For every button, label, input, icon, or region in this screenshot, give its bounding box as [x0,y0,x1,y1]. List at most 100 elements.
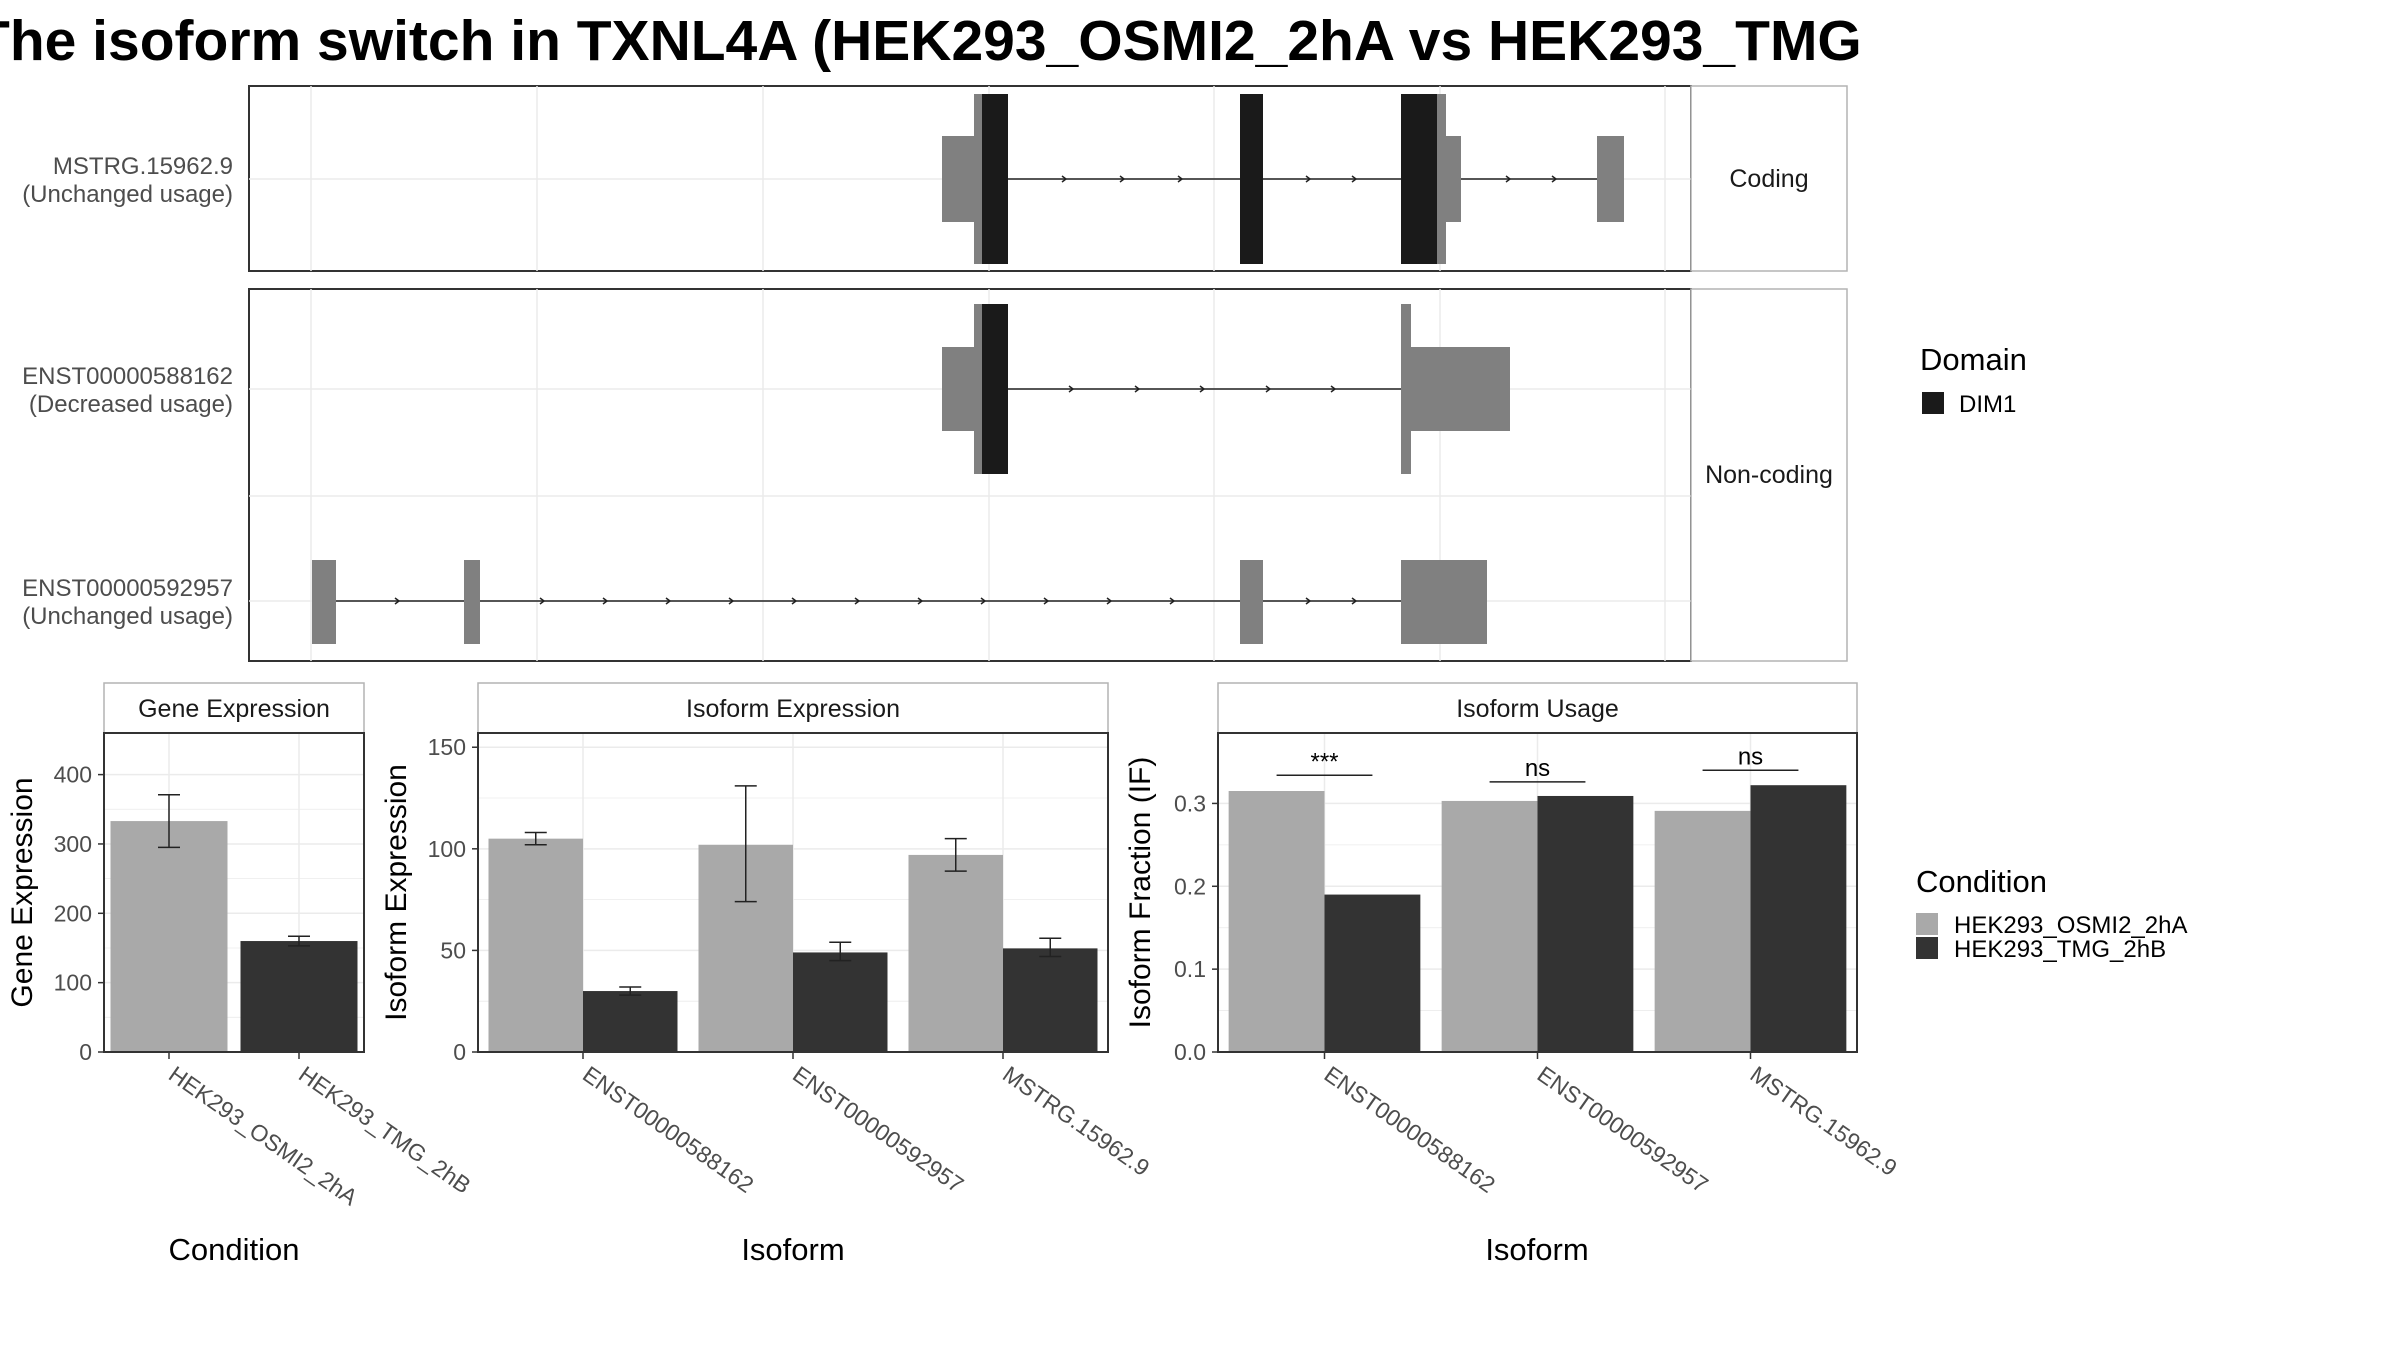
intron-arrows [1068,385,1337,393]
utr-exon [1445,136,1461,222]
coding-strip [1690,85,1848,272]
bar-b [583,991,678,1052]
y-tick-label: 0 [453,1039,466,1065]
y-tick-label: 100 [54,970,92,996]
dim1-domain-exon [982,304,1008,474]
bar-a [488,838,583,1052]
significance-label: ns [1738,743,1763,770]
condition-legend-title: Condition [1916,864,2047,899]
isoform-usage-strip-title: Isoform Usage [1456,695,1619,723]
condition-legend: Condition HEK293_OSMI2_2hA HEK293_TMG_2h… [1916,864,2187,963]
utr-exon [1437,94,1446,264]
y-tick-label: 0.3 [1174,790,1206,816]
isoform-id: MSTRG.15962.9 [53,153,233,180]
x-tick-label: MSTRG.15962.9 [1746,1061,1902,1181]
bar-b [1537,795,1634,1052]
bar-b [240,941,358,1052]
condition-label-a: HEK293_OSMI2_2hA [1954,912,2187,939]
y-tick-label: 0.2 [1174,873,1206,899]
condition-label-b: HEK293_TMG_2hB [1954,936,2166,963]
domain-legend-key [1922,392,1944,414]
utr-exon [1401,304,1411,474]
domain-legend-title: Domain [1920,342,2027,377]
isoform-usage-x-axis-title: Isoform [1485,1232,1588,1267]
y-tick-label: 200 [54,900,92,926]
x-tick-label: MSTRG.15962.9 [998,1061,1154,1181]
y-tick-label: 0.1 [1174,956,1206,982]
gene-expression-panel-border [103,732,365,1053]
chart-title: The isoform switch in TXNL4A (HEK293_OSM… [0,9,1860,73]
isoform-id: ENST00000592957 [22,575,233,602]
isoform-label-enst592957: ENST00000592957 (Unchanged usage) [22,575,233,630]
bar-b [1324,894,1421,1052]
isoform-expression-panel-border [477,732,1109,1053]
utr-exon [942,136,976,222]
utr-exon [974,94,984,264]
utr-exon [942,347,976,431]
domain-legend: Domain DIM1 [1920,342,2027,418]
y-tick-label: 400 [54,762,92,788]
bar-a [1654,810,1751,1052]
dim1-domain-exon [982,94,1008,264]
gene-expression-x-axis-title: Condition [169,1232,300,1267]
domain-legend-label: DIM1 [1959,391,2016,418]
isoform-usage-strip [1217,682,1858,734]
y-tick-label: 100 [428,836,466,862]
isoform-expression-strip [477,682,1109,734]
significance-label: *** [1310,748,1338,775]
y-tick-label: 150 [428,734,466,760]
isoform-usage: (Unchanged usage) [22,181,233,208]
bar-a [1228,791,1325,1052]
x-tick-label: ENST00000588162 [1320,1061,1500,1198]
isoform-label-enst588162: ENST00000588162 (Decreased usage) [22,363,233,418]
dim1-domain-exon [1240,94,1263,264]
bar-a [1441,800,1538,1052]
isoform-expression-chart: Isoform Expression 0 50 100 150 ENST000005881… [380,682,1154,1267]
isoform-usage: (Decreased usage) [29,391,233,418]
isoform-usage-chart: Isoform Usage 0.0 0.1 0.2 0.3 *** ENST00000588… [1124,682,1902,1267]
isoform-expression-x-axis-title: Isoform [741,1232,844,1267]
utr-exon [312,560,336,644]
utr-exon [1240,560,1263,644]
transcript-mstrg-15962-9 [942,94,1624,264]
y-tick-label: 0.0 [1174,1039,1206,1065]
y-tick-label: 0 [79,1039,92,1065]
isoform-expression-strip-title: Isoform Expression [686,695,900,723]
condition-key-a [1916,913,1938,935]
utr-exon [1409,347,1510,431]
utr-exon [1597,136,1624,222]
bar-b [1750,785,1847,1052]
bar-b [793,952,888,1052]
structure-panel: Coding Non-coding MSTRG.15962.9 (Unchang… [22,85,1848,662]
isoform-usage-y-axis-title: Isoform Fraction (IF) [1124,757,1157,1029]
y-tick-label: 50 [440,937,466,963]
isoform-usage: (Unchanged usage) [22,603,233,630]
bar-a [908,854,1003,1052]
noncoding-strip-label: Non-coding [1705,461,1833,489]
intron-arrows [1061,175,1558,183]
isoform-expression-y-axis-title: Isoform Expression [380,764,413,1021]
isoform-id: ENST00000588162 [22,363,233,390]
dim1-domain-exon [1401,94,1438,264]
isoform-usage-panel-border [1217,732,1858,1053]
y-tick-label: 300 [54,831,92,857]
transcript-enst00000592957 [312,560,1487,644]
intron-arrows [394,597,1358,605]
gene-expression-strip-title: Gene Expression [138,695,330,723]
utr-exon [974,304,984,474]
coding-strip-label: Coding [1729,165,1808,193]
significance-label: ns [1525,755,1550,782]
x-tick-label: ENST00000588162 [578,1061,758,1198]
condition-key-b [1916,937,1938,959]
isoform-label-mstrg: MSTRG.15962.9 (Unchanged usage) [22,153,233,208]
gene-expression-y-axis-title: Gene Expression [6,777,39,1007]
transcript-enst00000588162 [942,304,1510,474]
utr-exon [464,560,480,644]
utr-exon [1401,560,1487,644]
bar-b [1003,948,1098,1052]
x-tick-label: ENST00000592957 [788,1061,968,1198]
noncoding-strip [1690,288,1848,662]
x-tick-label: ENST00000592957 [1533,1061,1713,1198]
bar-a [110,821,228,1052]
